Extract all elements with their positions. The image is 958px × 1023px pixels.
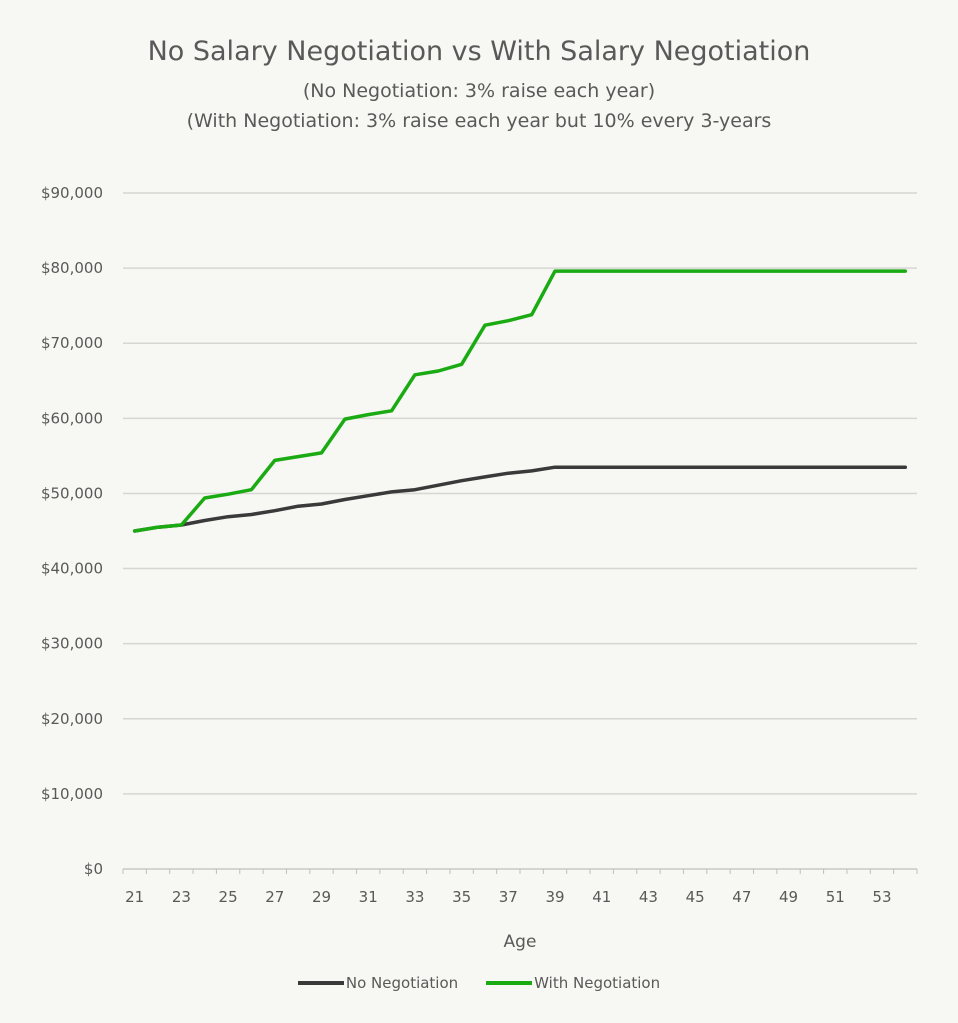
legend-swatch-no-negotiation: [297, 981, 344, 985]
chart-title: No Salary Negotiation vs With Salary Neg…: [147, 36, 811, 67]
gridlines: [123, 192, 917, 870]
y-tick-label: $20,000: [41, 710, 103, 728]
chart-subtitle-2: (With Negotiation: 3% raise each year bu…: [186, 110, 772, 132]
y-tick-label: $90,000: [41, 184, 103, 202]
x-tick-label: 39: [545, 888, 564, 906]
y-tick-label: $0: [84, 860, 103, 878]
x-tick-label: 25: [219, 888, 238, 906]
x-tick-label: 41: [592, 888, 611, 906]
series-line-with-negotiation: [132, 269, 908, 533]
chart-subtitle-1: (No Negotiation: 3% raise each year): [302, 80, 656, 102]
y-tick-label: $50,000: [41, 484, 103, 502]
x-tick-label: 37: [499, 888, 518, 906]
legend-label-with-negotiation: With Negotiation: [534, 974, 661, 992]
x-tick-label: 43: [639, 888, 658, 906]
y-tick-label: $80,000: [41, 259, 103, 277]
x-tick-label: 49: [779, 888, 798, 906]
x-tick-label: 31: [359, 888, 378, 906]
legend-swatch-with-negotiation: [486, 981, 533, 985]
x-tick-label: 29: [312, 888, 331, 906]
y-tick-label: $40,000: [41, 560, 103, 578]
y-tick-label: $10,000: [41, 785, 103, 803]
x-tick-label: 27: [265, 888, 284, 906]
legend-item-with-negotiation: With Negotiation: [486, 974, 660, 992]
x-tick-label: 33: [405, 888, 424, 906]
series-lines: [132, 269, 908, 533]
y-axis-ticks: $0 $10,000 $20,000 $30,000 $40,000 $50,000 $60…: [41, 184, 103, 878]
y-tick-label: $70,000: [41, 334, 103, 352]
x-tick-label: 23: [172, 888, 191, 906]
x-tick-label: 53: [872, 888, 891, 906]
x-tick-label: 35: [452, 888, 471, 906]
y-tick-label: $30,000: [41, 635, 103, 653]
series-line-no-negotiation: [132, 465, 908, 533]
x-tick-label: 47: [732, 888, 751, 906]
legend: No Negotiation With Negotiation: [0, 974, 958, 992]
x-axis-title: Age: [504, 932, 537, 952]
x-axis-ticks: 21 23 25 27 29 31 33 35 37 39 41 43 45 47 49 51 53: [122, 869, 918, 906]
y-tick-label: $60,000: [41, 409, 103, 427]
x-tick-label: 21: [125, 888, 144, 906]
legend-item-no-negotiation: No Negotiation: [297, 974, 459, 992]
x-tick-label: 51: [826, 888, 845, 906]
x-tick-label: 45: [686, 888, 705, 906]
legend-label-no-negotiation: No Negotiation: [345, 974, 459, 992]
